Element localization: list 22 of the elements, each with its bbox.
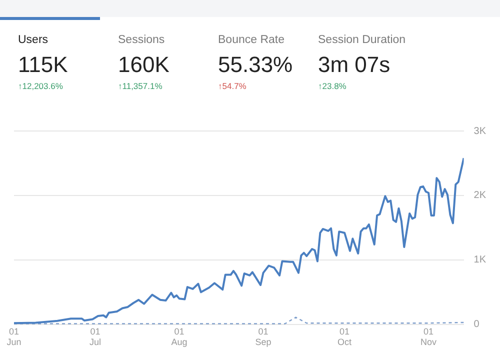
text: 160K	[118, 52, 170, 77]
category-label: Bounce Rate	[218, 34, 286, 46]
y-tick-label: 1K	[474, 254, 486, 266]
text: 55.33%	[218, 52, 293, 77]
category-label: Users	[18, 34, 50, 46]
text: ↑11,357.1%	[118, 81, 164, 91]
text: 3m 07s	[318, 52, 390, 77]
text: ↑23.8%	[318, 81, 348, 91]
y-tick-label: 0	[474, 319, 480, 330]
category-label: Session Duration	[318, 34, 407, 46]
x-tick-label: 01 Oct	[338, 326, 352, 348]
x-tick-label: 01 Jul	[90, 326, 102, 348]
text: 115K	[18, 52, 68, 77]
text: ↑12,203.6%	[18, 81, 64, 91]
y-tick-label: 3K	[474, 126, 486, 137]
category-label: Sessions	[118, 34, 166, 46]
y-tick-label: 2K	[474, 190, 486, 202]
x-tick-label: 01 Jun	[6, 326, 22, 348]
x-tick-label: 01 Nov	[420, 326, 438, 348]
text: ↑54.7%	[218, 81, 248, 91]
x-tick-label: 01 Sep	[255, 326, 272, 348]
x-tick-label: 01 Aug	[171, 326, 188, 348]
